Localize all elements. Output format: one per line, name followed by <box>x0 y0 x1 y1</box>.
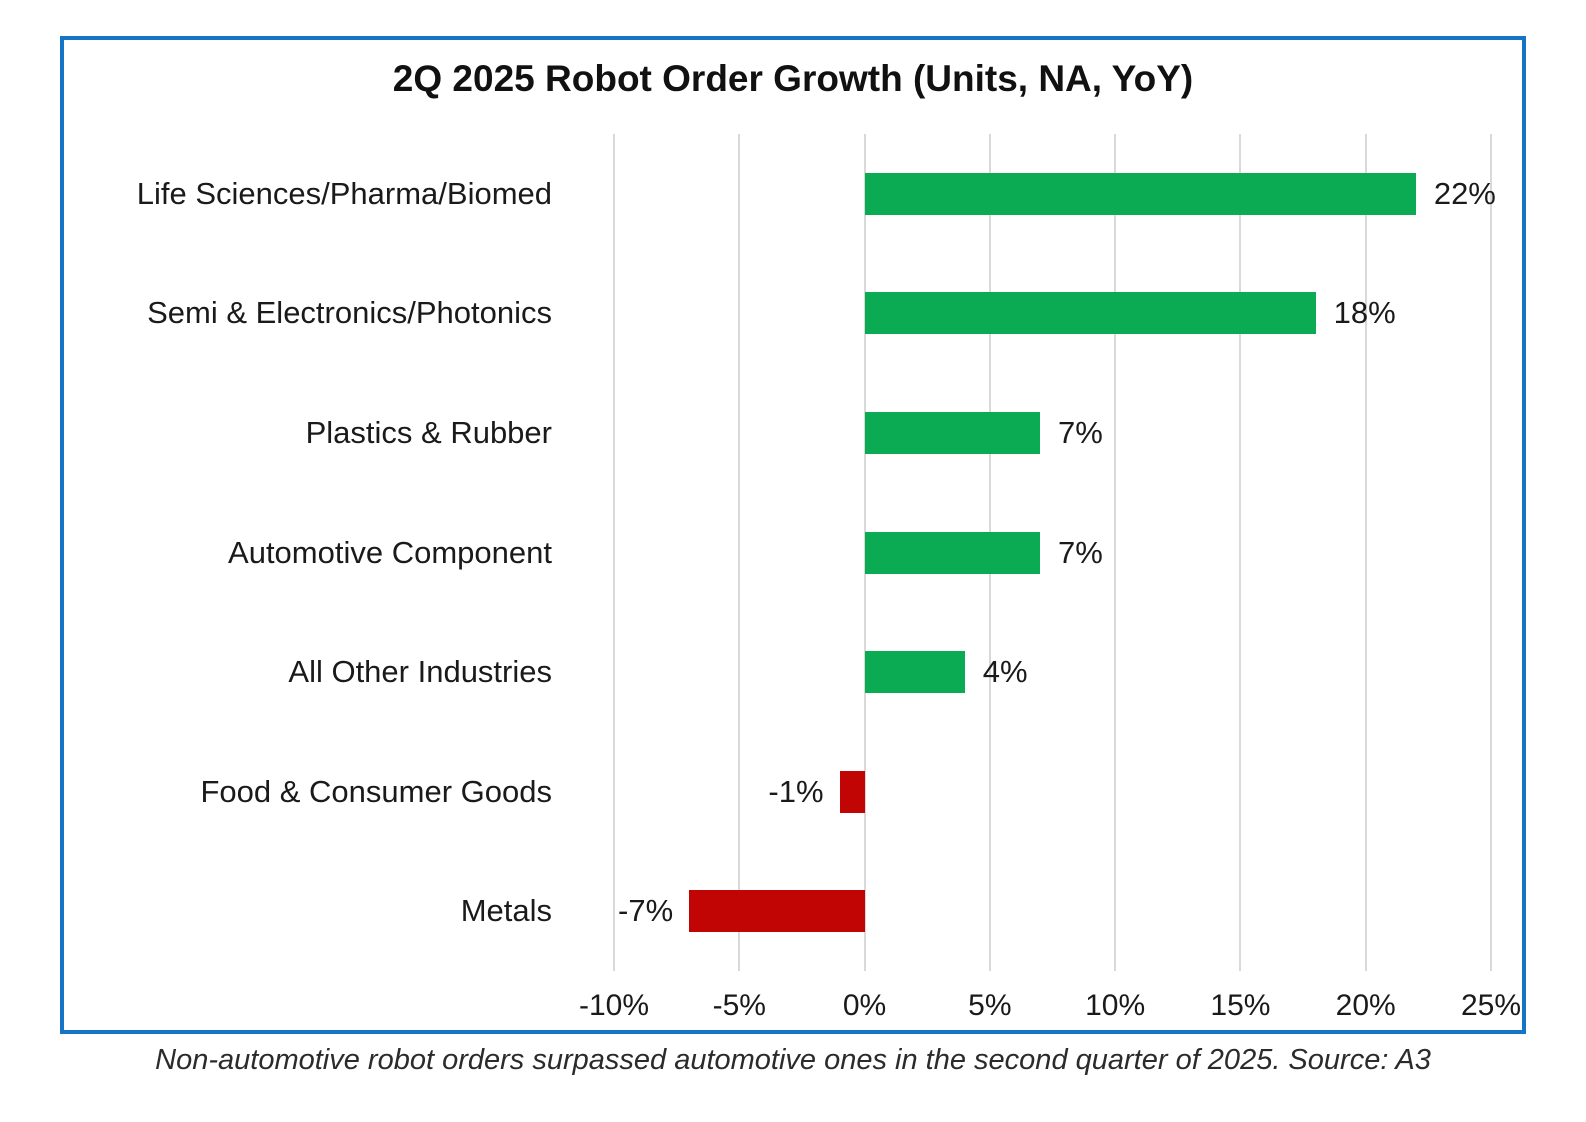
category-label: Food & Consumer Goods <box>200 774 552 809</box>
gridline <box>1364 134 1367 971</box>
value-label: 7% <box>1057 535 1103 570</box>
bar-negative <box>839 771 865 813</box>
bar-positive <box>864 532 1040 574</box>
x-axis-tick-label: 15% <box>1210 989 1271 1022</box>
gridline <box>613 134 615 971</box>
value-label: 7% <box>1057 415 1103 450</box>
caption: Non-automotive robot orders surpassed au… <box>155 1044 1431 1076</box>
gridline <box>738 134 741 971</box>
value-label: 4% <box>982 654 1028 689</box>
gridline <box>1114 134 1117 971</box>
x-axis-tick-label: -5% <box>712 989 766 1022</box>
category-label: All Other Industries <box>288 654 552 689</box>
category-label: Life Sciences/Pharma/Biomed <box>136 176 552 211</box>
bar-negative <box>689 890 865 932</box>
x-axis-tick-label: -10% <box>578 989 650 1022</box>
bar-positive <box>864 651 965 693</box>
x-axis-tick-label: 10% <box>1085 989 1146 1022</box>
value-label: -1% <box>768 774 824 809</box>
category-label: Metals <box>460 893 552 928</box>
chart-title: 2Q 2025 Robot Order Growth (Units, NA, Y… <box>392 58 1194 99</box>
value-label: 18% <box>1333 295 1396 330</box>
bar-positive <box>864 173 1416 215</box>
x-axis-tick-label: 0% <box>842 989 887 1022</box>
value-label: -7% <box>618 893 674 928</box>
x-axis-tick-label: 25% <box>1460 989 1522 1022</box>
category-label: Plastics & Rubber <box>305 415 552 450</box>
x-axis-tick-label: 20% <box>1335 989 1396 1022</box>
bar-positive <box>864 292 1316 334</box>
value-label: 22% <box>1433 176 1496 211</box>
x-axis-tick-label: 5% <box>968 989 1012 1022</box>
gridline <box>1490 134 1492 971</box>
category-label: Automotive Component <box>228 535 552 570</box>
gridline <box>1239 134 1242 971</box>
bar-positive <box>864 412 1040 454</box>
category-label: Semi & Electronics/Photonics <box>147 295 552 330</box>
